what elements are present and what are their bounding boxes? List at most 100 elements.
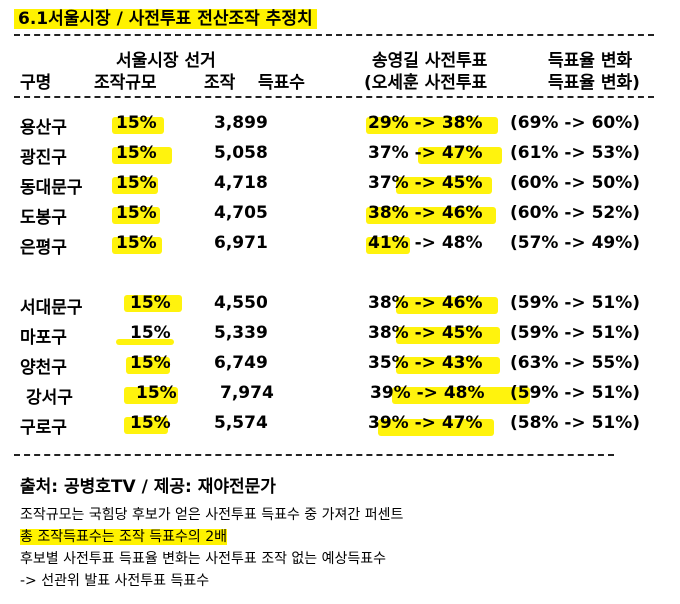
manipulation-scale: 15%: [116, 143, 157, 163]
table-row: 구로구 15% 5,574 39% -> 47% (58% -> 51%): [0, 410, 680, 439]
turnout-change: 38% -> 46%: [368, 293, 483, 313]
highlight-mark: [418, 147, 502, 164]
district-name: 구로구: [20, 418, 67, 438]
turnout-change: 39% -> 47%: [368, 413, 483, 433]
rate-change: (59% -> 51%): [510, 323, 641, 343]
manipulation-scale: 15%: [130, 293, 171, 313]
manipulation-scale: 15%: [116, 173, 157, 193]
table-row: 양천구 15% 6,749 35% -> 43% (63% -> 55%): [0, 350, 680, 379]
highlight-mark: [112, 177, 158, 194]
highlight-mark: [366, 207, 496, 224]
title-highlight: 6.1서울시장 / 사전투표 전산조작 추정치: [14, 9, 317, 29]
turnout-change: 35% -> 43%: [368, 353, 483, 373]
header-bottom-divider: [14, 96, 654, 98]
rate-change: (59% -> 51%): [510, 293, 641, 313]
note-highlight: 총 조작득표수는 조작 득표수의 2배: [20, 529, 228, 545]
manipulation-scale: 15%: [130, 413, 171, 433]
highlight-mark: [124, 295, 182, 312]
rate-change: (69% -> 60%): [510, 113, 641, 133]
header-votes-top: 조작: [204, 73, 236, 93]
highlight-mark: [396, 177, 492, 194]
highlight-mark: [396, 327, 500, 344]
table-row: 마포구 15% 5,339 38% -> 45% (59% -> 51%): [0, 320, 680, 349]
manipulated-votes: 4,550: [214, 293, 268, 313]
highlight-mark: [112, 207, 160, 224]
table-row: 광진구 15% 5,058 37% -> 47% (61% -> 53%): [0, 140, 680, 169]
manipulated-votes: 6,971: [214, 233, 268, 253]
manipulation-scale: 15%: [136, 383, 177, 403]
manipulation-scale: 15%: [130, 323, 171, 343]
header-votes: 득표수: [258, 73, 305, 93]
highlight-mark: [124, 387, 178, 404]
highlight-mark: [112, 237, 162, 254]
highlight-mark: [392, 387, 530, 404]
source-credit: 출처: 공병호TV / 제공: 재야전문가: [20, 477, 276, 497]
rate-change: (59% -> 51%): [510, 383, 641, 403]
note-line: 조작규모는 국힘당 후보가 얻은 사전투표 득표수 중 가져간 퍼센트: [20, 507, 404, 523]
header-scale: 조작규모: [94, 73, 157, 93]
rate-change: (60% -> 52%): [510, 203, 641, 223]
table-row: 동대문구 15% 4,718 37% -> 45% (60% -> 50%): [0, 170, 680, 199]
turnout-change: 38% -> 45%: [368, 323, 483, 343]
manipulated-votes: 7,974: [220, 383, 274, 403]
page-title: 6.1서울시장 / 사전투표 전산조작 추정치: [14, 4, 317, 29]
highlight-mark: [112, 117, 164, 134]
district-name: 용산구: [20, 118, 67, 138]
turnout-change: 37% -> 47%: [368, 143, 483, 163]
note-line: -> 선관위 발표 사전투표 득표수: [20, 573, 210, 589]
highlight-mark: [396, 357, 500, 374]
manipulated-votes: 5,339: [214, 323, 268, 343]
header-district: 구명: [20, 73, 52, 93]
table-row: 서대문구 15% 4,550 38% -> 46% (59% -> 51%): [0, 290, 680, 319]
highlight-mark: [112, 147, 172, 164]
district-name: 양천구: [20, 358, 67, 378]
rate-change: (58% -> 51%): [510, 413, 641, 433]
highlight-mark: [126, 357, 170, 374]
manipulated-votes: 4,718: [214, 173, 268, 193]
highlight-mark: [366, 117, 498, 134]
turnout-change: 38% -> 46%: [368, 203, 483, 223]
note-line: 총 조작득표수는 조작 득표수의 2배: [20, 526, 228, 546]
rate-change: (61% -> 53%): [510, 143, 641, 163]
note-line: 후보별 사전투표 득표율 변화는 사전투표 조작 없는 예상득표수: [20, 551, 387, 567]
turnout-change: 37% -> 45%: [368, 173, 483, 193]
district-name: 마포구: [20, 328, 67, 348]
table-row: 은평구 15% 6,971 41% -> 48% (57% -> 49%): [0, 230, 680, 259]
district-name: 동대문구: [20, 178, 83, 198]
table-row: 용산구 15% 3,899 29% -> 38% (69% -> 60%): [0, 110, 680, 139]
district-name: 서대문구: [20, 298, 83, 318]
table-bottom-divider: [14, 454, 614, 456]
turnout-change: 29% -> 38%: [368, 113, 483, 133]
district-name: 도봉구: [20, 208, 67, 228]
manipulation-scale: 15%: [116, 113, 157, 133]
header-rate-top: 득표율 변화: [548, 51, 633, 71]
district-name: 광진구: [20, 148, 67, 168]
highlight-mark: [366, 237, 410, 254]
manipulated-votes: 3,899: [214, 113, 268, 133]
highlight-mark: [124, 417, 168, 434]
manipulation-scale: 15%: [116, 203, 157, 223]
table-row: 도봉구 15% 4,705 38% -> 46% (60% -> 52%): [0, 200, 680, 229]
turnout-change: 39% -> 48%: [370, 383, 485, 403]
manipulated-votes: 5,058: [214, 143, 268, 163]
highlight-mark: [116, 339, 174, 345]
header-top-divider: [14, 34, 654, 36]
header-turnout: (오세훈 사전투표: [364, 73, 488, 93]
district-name: 강서구: [26, 388, 73, 408]
district-name: 은평구: [20, 238, 67, 258]
manipulation-scale: 15%: [130, 353, 171, 373]
manipulated-votes: 6,749: [214, 353, 268, 373]
table-row: 강서구 15% 7,974 39% -> 48% (59% -> 51%): [0, 380, 680, 409]
rate-change: (57% -> 49%): [510, 233, 641, 253]
manipulated-votes: 5,574: [214, 413, 268, 433]
header-scale-top: 서울시장 선거: [116, 51, 216, 71]
highlight-mark: [396, 297, 498, 314]
manipulated-votes: 4,705: [214, 203, 268, 223]
rate-change: (60% -> 50%): [510, 173, 641, 193]
highlight-mark: [378, 419, 494, 436]
manipulation-scale: 15%: [116, 233, 157, 253]
header-turnout-top: 송영길 사전투표: [372, 51, 488, 71]
turnout-change: 41% -> 48%: [368, 233, 483, 253]
rate-change: (63% -> 55%): [510, 353, 641, 373]
header-rate: 득표율 변화): [548, 73, 640, 93]
